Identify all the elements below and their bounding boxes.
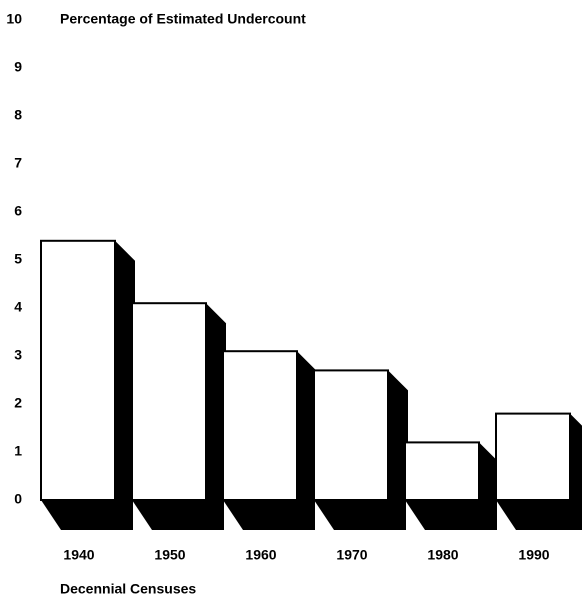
y-tick-label: 7 <box>14 155 22 171</box>
bar-side <box>388 370 408 500</box>
bar-shadow <box>405 500 497 530</box>
x-tick-label: 1980 <box>427 547 458 563</box>
bar-side <box>297 351 317 500</box>
y-tick-label: 2 <box>14 395 22 411</box>
y-tick-label: 6 <box>14 203 22 219</box>
x-tick-label: 1950 <box>154 547 185 563</box>
y-tick-label: 8 <box>14 107 22 123</box>
bar-side <box>479 442 499 500</box>
bar <box>131 302 207 502</box>
bar-side <box>115 240 135 501</box>
y-tick-label: 1 <box>14 443 22 459</box>
y-tick-label: 0 <box>14 491 22 507</box>
y-tick-label: 4 <box>14 299 22 315</box>
bar <box>404 441 480 501</box>
bar-shadow <box>496 500 582 530</box>
y-tick-label: 10 <box>6 11 22 27</box>
bar-shadow <box>132 500 224 530</box>
bar <box>40 239 116 502</box>
x-tick-label: 1970 <box>336 547 367 563</box>
y-tick-label: 3 <box>14 347 22 363</box>
bar-shadow <box>41 500 133 530</box>
x-tick-label: 1990 <box>518 547 549 563</box>
bar-side <box>570 413 582 500</box>
bar <box>495 412 571 502</box>
chart-title: Percentage of Estimated Undercount <box>60 11 306 27</box>
x-axis-label: Decennial Censuses <box>60 581 196 597</box>
x-tick-label: 1940 <box>63 547 94 563</box>
bar-shadow <box>223 500 315 530</box>
y-tick-label: 9 <box>14 59 22 75</box>
bar-side <box>206 303 226 500</box>
x-tick-label: 1960 <box>245 547 276 563</box>
bar <box>313 369 389 501</box>
bar-shadow <box>314 500 406 530</box>
y-tick-label: 5 <box>14 251 22 267</box>
bar <box>222 350 298 502</box>
